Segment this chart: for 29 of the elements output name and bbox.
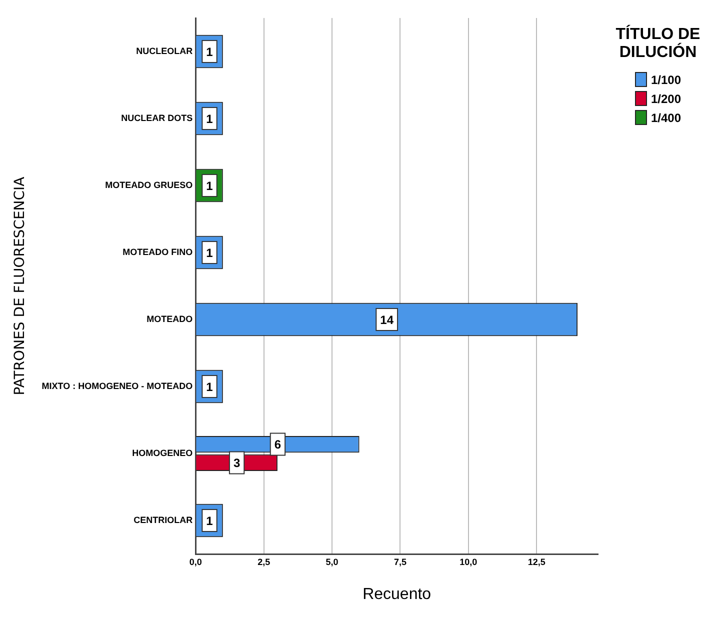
data-label: 3 bbox=[233, 456, 240, 470]
x-axis-title: Recuento bbox=[362, 586, 432, 603]
data-label: 14 bbox=[380, 312, 394, 327]
x-tick-label: 10,0 bbox=[460, 556, 478, 567]
y-axis-title: PATRONES DE FLUORESCENCIA bbox=[12, 176, 28, 396]
data-label: 6 bbox=[274, 438, 282, 452]
legend-title: TÍTULO DE DILUCIÓN bbox=[614, 26, 702, 62]
y-tick-label: CENTRIOLAR bbox=[134, 514, 194, 525]
y-tick-label: NUCLEOLAR bbox=[136, 46, 194, 56]
data-label: 1 bbox=[206, 514, 214, 528]
y-tick-label: MOTEADO FINO bbox=[122, 246, 193, 257]
data-label: 1 bbox=[206, 44, 214, 59]
x-tick-label: 5,0 bbox=[326, 556, 338, 567]
data-label: 1 bbox=[206, 178, 214, 193]
data-label: 1 bbox=[206, 246, 214, 260]
data-label: 1 bbox=[206, 112, 214, 126]
legend-label: 1/400 bbox=[650, 110, 682, 124]
y-tick-label: MOTEADO bbox=[146, 314, 193, 324]
y-tick-label: MOTEADO GRUESO bbox=[105, 180, 193, 190]
x-tick-label: 12,5 bbox=[528, 556, 546, 567]
legend-label: 1/100 bbox=[650, 72, 682, 86]
x-tick-label: 2,5 bbox=[258, 556, 270, 567]
x-tick-label: 7,5 bbox=[394, 556, 406, 567]
y-tick-label: MIXTO : HOMOGENEO - MOTEADO bbox=[42, 380, 193, 391]
legend-label: 1/200 bbox=[650, 92, 682, 106]
data-label: 1 bbox=[206, 380, 214, 394]
y-tick-label: HOMOGENEO bbox=[132, 448, 193, 458]
y-tick-label: NUCLEAR DOTS bbox=[121, 112, 193, 123]
x-tick-label: 0,0 bbox=[189, 556, 202, 567]
